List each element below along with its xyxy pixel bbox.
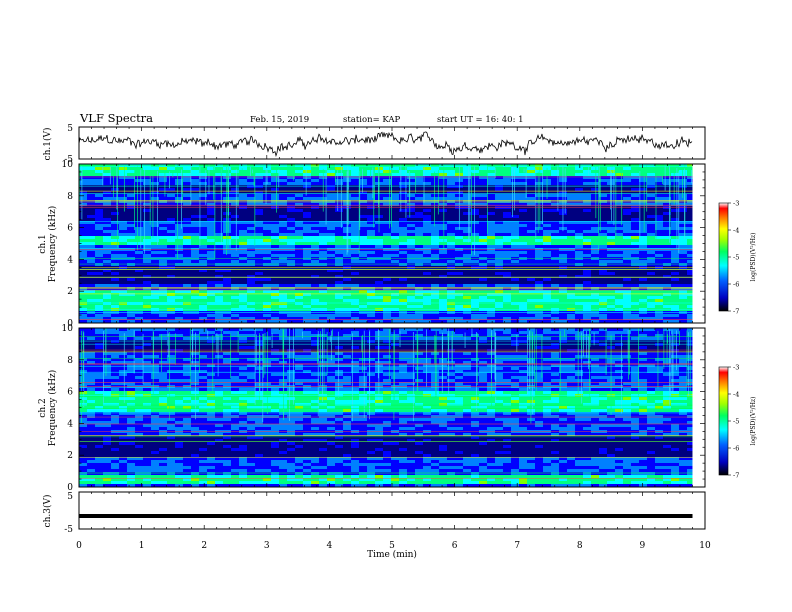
x-tick-label: 8 (577, 541, 583, 551)
ch2-spec-ytick-label: 6 (67, 388, 73, 398)
ch2-spectrogram-panel: 0 2 4 6 8 10 ch.2 Frequency (kHz) (38, 324, 706, 493)
ch1-wave-ylabel: ch.1(V) (42, 128, 53, 161)
ch1-colorbar-tick: -7 (733, 308, 739, 316)
ch1-spec-ylabel-line2: Frequency (kHz) (47, 206, 58, 283)
x-tick-label: 2 (201, 541, 207, 551)
x-tick-label: 5 (389, 541, 395, 551)
ch2-colorbar-gradient (718, 366, 729, 476)
ch1-waveform-panel: 5 -5 ch.1(V) (42, 124, 706, 165)
ch1-colorbar: -3 -4 -5 -6 -7 log(PSD)(V²/Hz) (718, 200, 757, 316)
ch2-colorbar: -3 -4 -5 -6 -7 log(PSD)(V²/Hz) (718, 364, 757, 480)
ch3-wave-ytick-bottom: -5 (64, 525, 73, 535)
header-station: station= KAP (343, 115, 401, 125)
ch3-wave-ytick-top: 5 (67, 492, 73, 502)
ch1-spec-ytick-label: 10 (62, 160, 74, 170)
ch2-spec-ytick-label: 4 (67, 419, 73, 429)
ch1-spec-ytick-label: 2 (67, 287, 73, 297)
ch3-waveform-frame (78, 491, 706, 530)
ch1-wave-ytick-top: 5 (67, 124, 73, 134)
x-tick-label: 9 (640, 541, 646, 551)
ch1-spectrogram-image (79, 164, 705, 323)
x-tick-label: 0 (76, 541, 82, 551)
ch1-spec-ytick-label: 8 (67, 192, 73, 202)
ch2-spec-ytick-label: 0 (67, 483, 73, 493)
ch3-waveform-panel: 5 -5 ch.3(V) (42, 491, 706, 535)
ch1-spec-ylabel-line1: ch.1 (38, 234, 48, 253)
ch2-colorbar-tick: -4 (733, 391, 739, 399)
ch1-colorbar-label: log(PSD)(V²/Hz) (750, 233, 757, 282)
x-tick-label: 1 (139, 541, 145, 551)
ch1-colorbar-tick: -5 (733, 254, 739, 262)
x-tick-label: 3 (264, 541, 270, 551)
header-date: Feb. 15, 2019 (250, 115, 309, 125)
ch2-colorbar-tick: -5 (733, 418, 739, 426)
x-tick-label: 4 (327, 541, 333, 551)
ch2-spec-ytick-label: 10 (62, 324, 74, 334)
ch2-colorbar-label: log(PSD)(V²/Hz) (750, 397, 757, 446)
ch1-colorbar-tick: -6 (733, 281, 739, 289)
ch2-colorbar-tick: -6 (733, 445, 739, 453)
figure-title: VLF Spectra (79, 111, 153, 125)
ch2-spec-ytick-label: 8 (67, 356, 73, 366)
ch1-spec-ytick-label: 6 (67, 224, 73, 234)
ch1-colorbar-tick: -4 (733, 227, 739, 235)
x-tick-label: 7 (514, 541, 520, 551)
x-tick-label: 6 (452, 541, 458, 551)
ch2-spec-ylabel-line1: ch.2 (38, 398, 48, 417)
ch2-colorbar-tick: -7 (733, 472, 739, 480)
ch1-spec-ytick-label: 0 (67, 319, 73, 329)
x-axis-label: Time (min) (367, 549, 417, 560)
ch2-spectrogram-image (79, 328, 705, 487)
ch1-spectrogram-panel: 0 2 4 6 8 10 ch.1 Frequency (kHz) (38, 160, 706, 329)
x-tick-label: 10 (699, 541, 711, 551)
ch2-spec-ytick-label: 2 (67, 451, 73, 461)
ch1-wave-ytick-bottom: -5 (64, 155, 73, 165)
ch1-colorbar-tick: -3 (733, 200, 739, 208)
ch2-spec-ylabel-line2: Frequency (kHz) (47, 370, 58, 447)
ch1-waveform-line (78, 131, 693, 158)
ch3-waveform-line (79, 514, 693, 518)
header-start-ut: start UT = 16: 40: 1 (437, 115, 524, 125)
ch1-spec-ytick-label: 4 (67, 255, 73, 265)
ch1-colorbar-gradient (718, 202, 729, 312)
ch2-colorbar-tick: -3 (733, 364, 739, 372)
x-axis: 0 1 2 3 4 5 6 7 8 9 10 (76, 127, 711, 551)
ch3-wave-ylabel: ch.3(V) (42, 495, 53, 528)
